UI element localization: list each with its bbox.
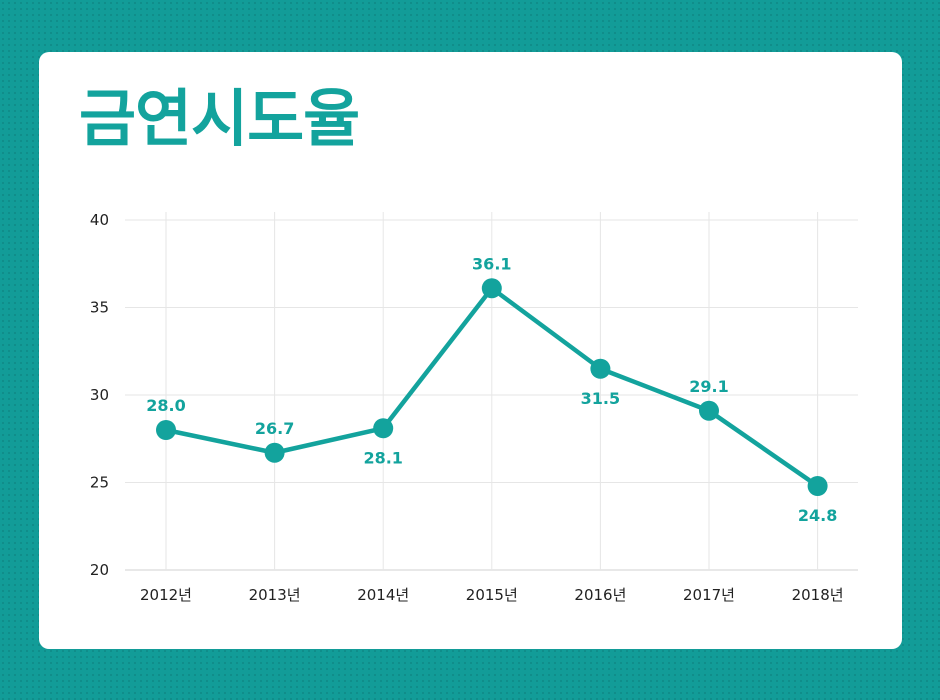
- x-tick-label: 2016년: [574, 586, 626, 604]
- line-chart: 20 25 30 35 40 2012년 2013년 2014년 2015년 2016년 2017…: [90, 211, 858, 604]
- y-tick-label: 20: [90, 561, 109, 579]
- data-label: 29.1: [689, 377, 728, 396]
- data-label: 28.1: [363, 448, 402, 467]
- data-point: [264, 442, 285, 463]
- data-point: [373, 418, 394, 439]
- chart-title: 금연시도율: [79, 82, 360, 155]
- grid: [125, 212, 858, 571]
- data-point: [699, 400, 719, 421]
- y-tick-label: 40: [90, 211, 109, 229]
- x-tick-label: 2018년: [792, 586, 844, 604]
- y-tick-label: 30: [90, 386, 109, 404]
- data-label: 26.7: [255, 419, 294, 438]
- x-tick-label: 2013년: [249, 586, 301, 604]
- data-points: [156, 278, 828, 496]
- data-point: [807, 476, 828, 496]
- x-tick-label: 2014년: [357, 586, 409, 604]
- data-labels: 28.0 26.7 28.1 36.1 31.5 29.1 24.8: [146, 254, 837, 525]
- x-tick-label: 2015년: [466, 586, 518, 604]
- chart-card: 금연시도율 20 25 30 35 40 2012년 2013년 2014년 2015년 201…: [39, 52, 902, 649]
- x-tick-label: 2012년: [140, 586, 192, 604]
- data-label: 36.1: [472, 254, 511, 273]
- data-label: 24.8: [798, 506, 837, 525]
- x-tick-label: 2017년: [683, 586, 735, 604]
- data-label: 28.0: [146, 396, 185, 415]
- y-axis-ticks: 20 25 30 35 40: [90, 211, 109, 579]
- y-tick-label: 25: [90, 474, 109, 492]
- y-tick-label: 35: [90, 299, 109, 317]
- data-point: [156, 420, 176, 440]
- x-axis-ticks: 2012년 2013년 2014년 2015년 2016년 2017년 2018년: [140, 586, 844, 604]
- data-label: 31.5: [581, 389, 620, 408]
- data-point: [590, 358, 611, 379]
- data-point: [481, 278, 502, 299]
